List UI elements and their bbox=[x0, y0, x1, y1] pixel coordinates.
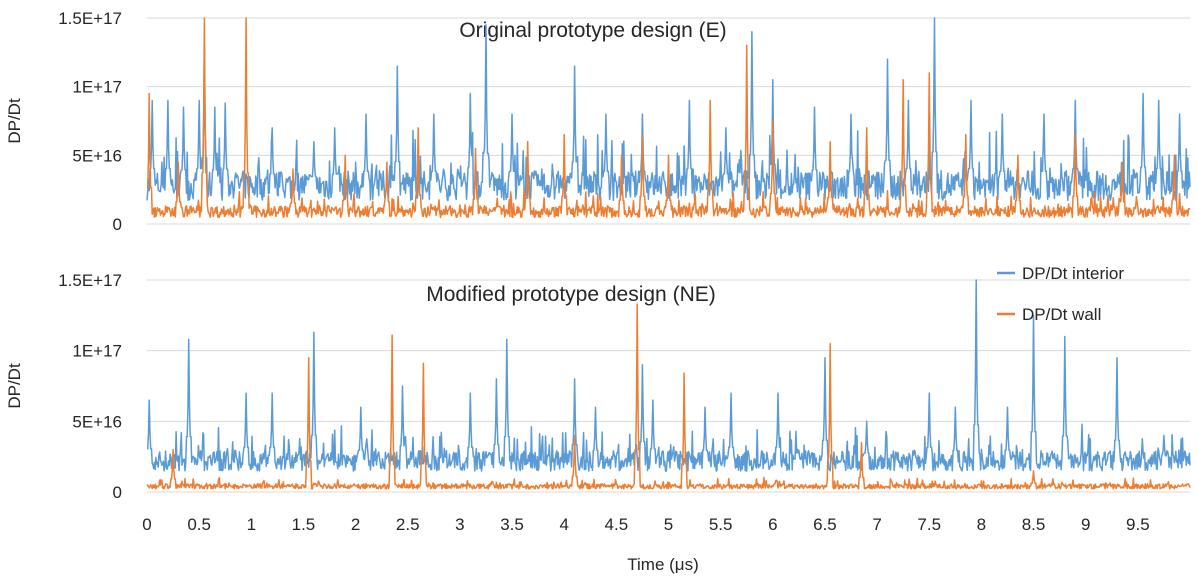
x-tick-label: 1 bbox=[247, 515, 256, 534]
x-tick-label: 5 bbox=[664, 515, 673, 534]
y-tick-label: 5E+16 bbox=[72, 412, 122, 431]
x-axis-title: Time (μs) bbox=[627, 555, 699, 574]
legend-label-interior: DP/Dt interior bbox=[1022, 264, 1124, 283]
panel-modified: Modified prototype design (NE) DP/Dt 0 5E… bbox=[5, 271, 1191, 502]
y-tick-label: 1.5E+17 bbox=[58, 271, 122, 290]
x-tick-label: 6 bbox=[768, 515, 777, 534]
series-interior-line bbox=[146, 17, 1191, 202]
x-tick-label: 9.5 bbox=[1126, 515, 1150, 534]
legend: DP/Dt interior DP/Dt wall bbox=[997, 264, 1124, 324]
y-tick-label: 1.5E+17 bbox=[58, 9, 122, 28]
y-axis-title-modified: DP/Dt bbox=[5, 363, 24, 409]
x-tick-labels: 0 0.5 1 1.5 2 2.5 3 3.5 4 4.5 5 5.5 6 6.5 7 7.5 8 8.5 9 9.5 bbox=[142, 515, 1149, 534]
gridlines-modified bbox=[147, 279, 1190, 493]
y-tick-label: 1E+17 bbox=[72, 342, 122, 361]
legend-label-wall: DP/Dt wall bbox=[1022, 305, 1101, 324]
series-wall-line bbox=[146, 303, 1191, 490]
y-tick-label: 5E+16 bbox=[72, 146, 122, 165]
y-tick-labels-modified: 0 5E+16 1E+17 1.5E+17 bbox=[58, 271, 122, 502]
x-tick-label: 0 bbox=[142, 515, 151, 534]
panel-title-modified: Modified prototype design (NE) bbox=[426, 283, 715, 306]
x-tick-label: 3.5 bbox=[500, 515, 524, 534]
x-tick-label: 9 bbox=[1081, 515, 1090, 534]
y-tick-labels-original: 0 5E+16 1E+17 1.5E+17 bbox=[58, 9, 122, 234]
y-tick-label: 0 bbox=[113, 215, 122, 234]
x-tick-label: 5.5 bbox=[709, 515, 733, 534]
x-tick-label: 4 bbox=[559, 515, 568, 534]
x-tick-label: 6.5 bbox=[813, 515, 837, 534]
x-tick-label: 2.5 bbox=[396, 515, 420, 534]
x-tick-label: 0.5 bbox=[187, 515, 211, 534]
x-tick-label: 7.5 bbox=[917, 515, 941, 534]
y-tick-label: 1E+17 bbox=[72, 78, 122, 97]
y-axis-title-original: DP/Dt bbox=[5, 98, 24, 144]
x-tick-label: 3 bbox=[455, 515, 464, 534]
panel-original: Original prototype design (E) DP/Dt 0 5E+… bbox=[5, 9, 1191, 234]
gridlines-original bbox=[147, 17, 1190, 225]
x-tick-label: 1.5 bbox=[292, 515, 316, 534]
series-wall-line bbox=[146, 17, 1191, 219]
series-original bbox=[146, 17, 1191, 219]
x-tick-label: 8 bbox=[977, 515, 986, 534]
series-modified bbox=[146, 279, 1191, 490]
x-tick-label: 4.5 bbox=[605, 515, 629, 534]
x-tick-label: 2 bbox=[351, 515, 360, 534]
y-tick-label: 0 bbox=[113, 483, 122, 502]
x-tick-label: 7 bbox=[872, 515, 881, 534]
series-interior-line bbox=[146, 279, 1191, 472]
x-tick-label: 8.5 bbox=[1022, 515, 1046, 534]
panel-title-original: Original prototype design (E) bbox=[459, 19, 726, 42]
